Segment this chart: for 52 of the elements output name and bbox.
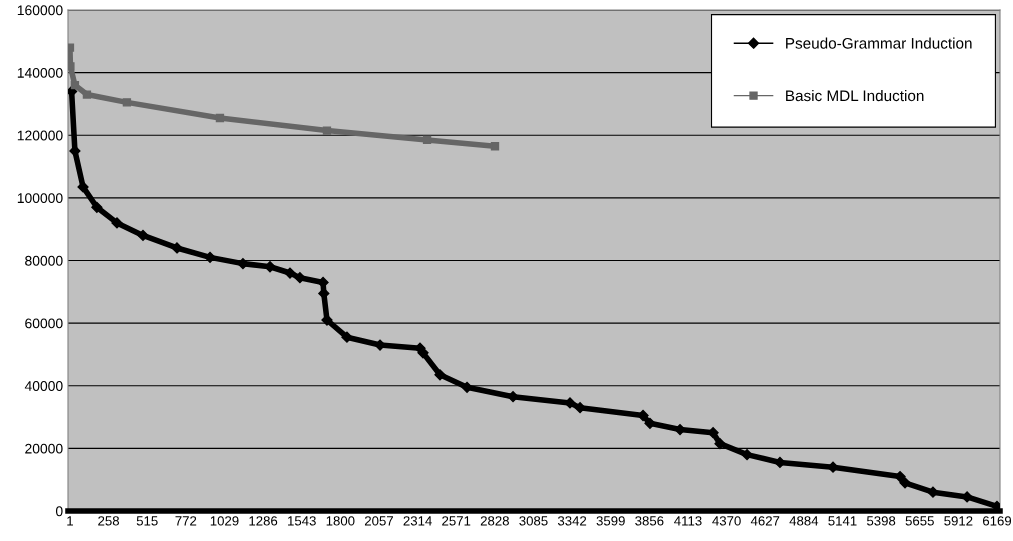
point <box>341 331 353 343</box>
point <box>899 477 911 489</box>
point <box>434 369 446 381</box>
point <box>490 142 500 151</box>
point <box>215 113 225 123</box>
x-tick-label: 258 <box>98 516 120 526</box>
x-tick-label: 3599 <box>596 516 625 526</box>
x-tick-label: 3856 <box>635 516 664 526</box>
x-tick-label: 2571 <box>442 516 471 526</box>
x-tick-label: 1543 <box>288 516 316 526</box>
x-tick-label: 3085 <box>519 516 548 526</box>
point <box>322 126 332 135</box>
x-tick-label: 2828 <box>480 516 509 526</box>
legend-label: Pseudo-Grammar Induction <box>786 37 972 49</box>
x-tick-label: 4884 <box>789 516 819 526</box>
x-tick-label: 2314 <box>403 516 432 526</box>
y-tick-label: 20000 <box>25 443 63 454</box>
y-tick-label: 140000 <box>17 67 63 78</box>
x-tick-label: 5655 <box>905 516 934 526</box>
x-tick-label: 3342 <box>557 516 587 526</box>
x-tick-label: 5141 <box>828 516 857 526</box>
y-tick-label: 120000 <box>17 130 63 141</box>
x-tick-label: 4627 <box>750 516 780 526</box>
x-tick-label: 1 <box>67 516 73 526</box>
x-tick-label: 4113 <box>674 516 702 526</box>
point <box>714 438 726 450</box>
x-tick-label: 6169 <box>982 516 1012 526</box>
point <box>422 135 432 145</box>
x-tick-label: 5912 <box>944 516 973 526</box>
point <box>204 251 216 263</box>
x-tick-label: 4370 <box>712 516 741 526</box>
y-tick-label: 100000 <box>17 193 63 204</box>
point <box>137 229 149 242</box>
point <box>91 201 103 213</box>
x-tick-label: 515 <box>136 516 158 526</box>
x-tick-label: 1029 <box>210 516 239 526</box>
y-tick-label: 40000 <box>24 381 63 391</box>
x-tick-label: 772 <box>175 516 197 526</box>
legend-label: Basic MDL Induction <box>786 89 924 102</box>
y-tick-label: 0 <box>55 506 63 517</box>
point <box>70 80 80 90</box>
y-tick-label: 60000 <box>25 318 63 329</box>
y-tick-label: 80000 <box>25 255 63 266</box>
point <box>122 98 132 107</box>
x-tick-label: 1286 <box>249 516 278 526</box>
point <box>644 417 656 429</box>
x-tick-label: 2057 <box>364 516 393 526</box>
point <box>82 90 92 99</box>
point <box>77 181 89 193</box>
x-tick-label: 5398 <box>866 516 896 526</box>
x-tick-label: 1800 <box>326 516 355 526</box>
y-tick-label: 160000 <box>17 5 63 16</box>
